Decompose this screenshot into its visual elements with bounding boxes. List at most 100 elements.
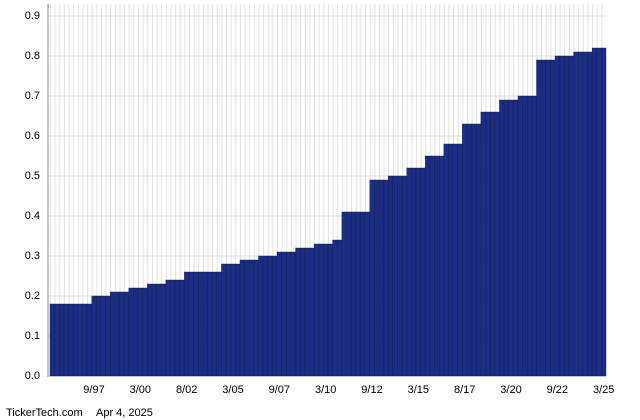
bar — [545, 59, 551, 377]
bar — [142, 287, 148, 377]
bar — [568, 55, 574, 377]
bar — [295, 247, 301, 377]
bar — [466, 123, 472, 377]
bar — [378, 179, 384, 377]
bar — [63, 303, 69, 377]
bar — [485, 111, 491, 377]
bar — [596, 47, 602, 377]
bar — [559, 55, 565, 377]
bar — [476, 123, 482, 377]
bar — [318, 243, 324, 377]
bar — [286, 251, 292, 377]
x-tick-label: 9/97 — [83, 384, 104, 396]
bar — [202, 271, 208, 377]
x-tick-label: 3/10 — [315, 384, 336, 396]
bar — [443, 143, 449, 377]
bar — [77, 303, 83, 377]
bar — [290, 251, 296, 377]
bar — [434, 155, 440, 377]
bar — [258, 255, 264, 377]
bar — [221, 263, 227, 377]
bar — [374, 179, 380, 377]
bar — [123, 291, 129, 377]
bar — [517, 95, 523, 377]
bar — [68, 303, 74, 377]
bar — [527, 95, 533, 377]
bar — [489, 111, 495, 377]
bar — [601, 47, 607, 377]
bar — [439, 155, 445, 377]
bar — [262, 255, 268, 377]
bar — [156, 283, 162, 377]
bar — [360, 211, 366, 377]
bar — [346, 211, 352, 377]
x-tick-label: 3/00 — [130, 384, 151, 396]
bar — [332, 239, 338, 377]
bar — [355, 211, 361, 377]
x-tick-label: 9/07 — [269, 384, 290, 396]
bar — [350, 211, 356, 377]
bar — [513, 99, 519, 377]
bar — [582, 51, 588, 377]
bar — [323, 243, 329, 377]
bar — [383, 179, 389, 377]
bar — [503, 99, 509, 377]
bar — [364, 211, 370, 377]
bar — [397, 175, 403, 377]
y-tick-label: 0.6 — [25, 130, 40, 142]
bar — [452, 143, 458, 377]
bar — [369, 179, 375, 377]
bar — [587, 51, 593, 377]
bar — [211, 271, 218, 377]
bar — [415, 167, 421, 377]
bar — [276, 251, 282, 377]
x-tick-label: 9/12 — [361, 384, 382, 396]
bar — [462, 123, 468, 377]
y-tick-label: 0.3 — [25, 250, 40, 262]
bar — [591, 47, 597, 377]
bar — [137, 287, 143, 377]
y-tick-label: 0.1 — [25, 330, 40, 342]
bar — [392, 175, 398, 377]
x-tick-label: 3/25 — [593, 384, 614, 396]
bar — [230, 263, 236, 377]
bar — [554, 55, 560, 377]
bar — [578, 51, 584, 377]
bar — [573, 51, 579, 377]
bar — [174, 279, 180, 377]
bar — [411, 167, 417, 377]
bar — [179, 279, 185, 377]
x-tick-label: 3/20 — [500, 384, 521, 396]
bar — [184, 271, 190, 377]
x-tick-label: 3/15 — [408, 384, 429, 396]
bar — [100, 295, 106, 377]
bar — [508, 99, 514, 377]
bar — [170, 279, 176, 377]
bar — [471, 123, 477, 377]
bar — [96, 295, 102, 377]
bar — [536, 59, 542, 377]
bar — [494, 111, 500, 377]
bar — [72, 303, 78, 377]
bar — [91, 295, 97, 377]
bar — [327, 243, 333, 377]
y-tick-label: 0.7 — [25, 90, 40, 102]
bar — [457, 143, 463, 377]
bar — [114, 291, 120, 377]
bar — [54, 303, 60, 377]
y-tick-label: 0.4 — [25, 210, 40, 222]
bar — [550, 59, 556, 377]
bar — [540, 59, 546, 377]
bar — [49, 303, 55, 377]
bar — [82, 303, 88, 377]
bar — [531, 95, 537, 377]
bar — [406, 167, 412, 377]
bar — [272, 255, 278, 377]
plot-layer: 0.0 0.1 0.2 0.3 0.4 0.5 0.6 0.7 0.8 0.9 9/97 3/00 8/… — [25, 10, 615, 396]
bar — [198, 271, 204, 377]
bar — [147, 283, 153, 377]
y-tick-label: 0.0 — [25, 370, 40, 382]
bar — [388, 175, 394, 377]
bar — [425, 155, 431, 377]
